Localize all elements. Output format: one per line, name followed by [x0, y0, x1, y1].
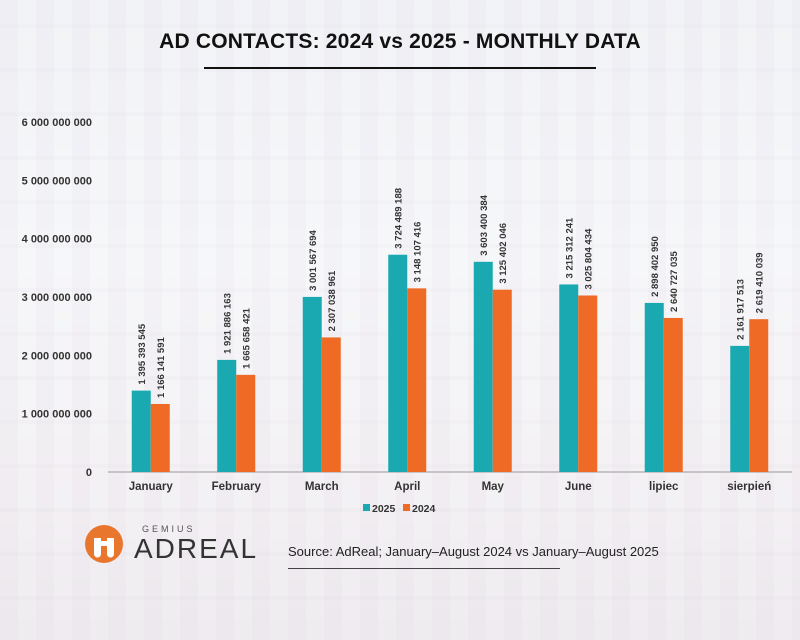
data-label: 2 619 410 039 [755, 252, 766, 313]
y-tick-label: 2 000 000 000 [22, 350, 92, 362]
x-tick-label: March [305, 481, 339, 493]
title-underline [204, 67, 596, 69]
x-tick-label: sierpień [727, 481, 771, 493]
data-label: 1 395 393 545 [137, 323, 148, 384]
bar-2025 [388, 254, 408, 472]
bar-2025 [131, 390, 151, 472]
source-note: Source: AdReal; January–August 2024 vs J… [288, 544, 659, 559]
legend-label-2025: 2025 [372, 503, 396, 515]
bar-2024 [236, 374, 256, 472]
bar-2024 [407, 288, 427, 472]
bar-2025 [473, 261, 493, 472]
data-label: 3 603 400 384 [479, 194, 490, 255]
data-label: 2 898 402 950 [650, 236, 661, 297]
data-label: 2 161 917 513 [736, 279, 747, 340]
bar-2024 [578, 295, 598, 472]
data-label: 1 921 886 163 [223, 293, 234, 354]
bar-2025 [559, 284, 579, 472]
data-label: 2 640 727 035 [669, 250, 680, 311]
x-tick-label: May [482, 481, 505, 493]
legend-label-2024: 2024 [412, 503, 436, 515]
data-label: 1 665 658 421 [242, 307, 253, 368]
legend-swatch-2024 [403, 504, 410, 511]
x-tick-label: June [565, 481, 592, 493]
data-label: 3 148 107 416 [413, 222, 424, 283]
bar-2025 [644, 302, 664, 472]
y-tick-label: 5 000 000 000 [22, 175, 92, 187]
y-tick-label: 1 000 000 000 [22, 409, 92, 421]
y-tick-label: 0 [86, 467, 92, 479]
bar-2024 [663, 317, 683, 472]
data-label: 3 025 804 434 [584, 228, 595, 289]
data-label: 3 215 312 241 [565, 217, 576, 278]
x-tick-label: lipiec [649, 481, 679, 493]
data-label: 3 724 489 188 [394, 188, 405, 249]
data-label: 3 125 402 046 [498, 223, 509, 284]
bar-2025 [730, 345, 750, 472]
bar-2024 [321, 337, 341, 472]
data-label: 2 307 038 961 [327, 270, 338, 331]
binoculars-icon [85, 525, 123, 563]
y-tick-label: 4 000 000 000 [22, 234, 92, 246]
bar-2024 [492, 289, 512, 472]
source-underline [288, 568, 560, 569]
logo-main-text: ADREAL [134, 533, 259, 564]
bar-2025 [302, 296, 322, 472]
y-tick-label: 3 000 000 000 [22, 292, 92, 304]
legend-swatch-2025 [363, 504, 370, 511]
logo-top-text: GEMIUS [142, 524, 196, 534]
data-label: 1 166 141 591 [156, 337, 167, 398]
chart-title: AD CONTACTS: 2024 vs 2025 - MONTHLY DATA [159, 30, 641, 53]
x-tick-label: April [394, 481, 420, 493]
data-label: 3 001 567 694 [308, 229, 319, 290]
x-tick-label: February [212, 481, 262, 493]
bar-2025 [217, 359, 237, 472]
y-tick-label: 6 000 000 000 [22, 117, 92, 129]
bar-2024 [150, 403, 170, 472]
bar-2024 [749, 319, 769, 472]
x-tick-label: January [129, 481, 174, 493]
adreal-logo: GEMIUS ADREAL [84, 522, 264, 566]
